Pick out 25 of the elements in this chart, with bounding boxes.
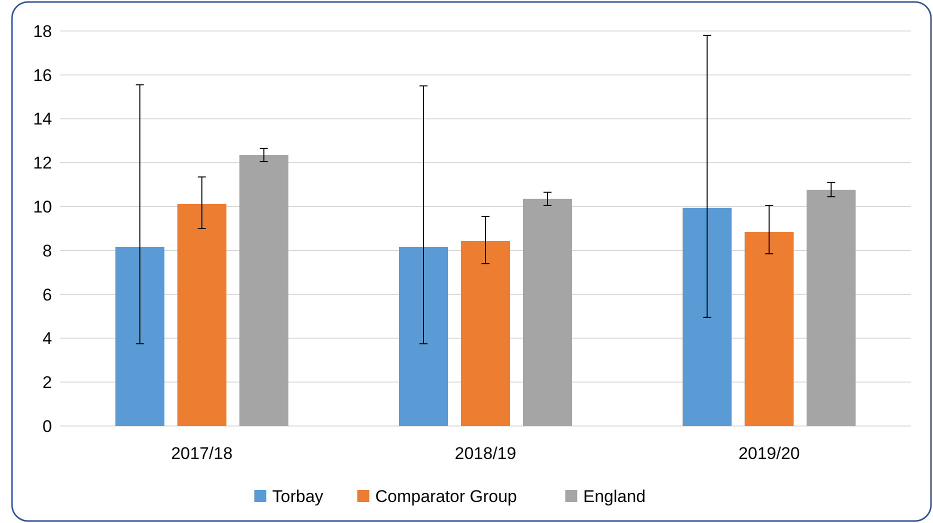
x-tick-label: 2019/20 (738, 444, 800, 463)
y-tick-label: 14 (33, 110, 52, 129)
legend-label: Torbay (272, 486, 324, 506)
x-tick-label: 2017/18 (171, 444, 233, 463)
bar (461, 241, 510, 426)
y-tick-label: 0 (42, 416, 52, 436)
legend-label: Comparator Group (375, 486, 517, 506)
x-tick-label: 2018/19 (454, 444, 516, 463)
y-tick-label: 10 (33, 198, 52, 217)
bar (744, 232, 794, 426)
y-tick-label: 6 (42, 285, 52, 304)
bar (115, 246, 164, 426)
y-tick-label: 4 (42, 329, 52, 348)
bar (806, 190, 856, 426)
y-tick-label: 12 (33, 154, 52, 173)
bar (682, 208, 732, 426)
bar (239, 154, 288, 426)
y-tick-label: 8 (42, 241, 52, 260)
y-tick-label: 16 (33, 66, 52, 85)
y-tick-label: 18 (33, 22, 52, 41)
bar (523, 198, 572, 426)
bar (399, 246, 448, 426)
legend-label: England (583, 486, 646, 506)
y-tick-label: 2 (42, 373, 52, 392)
bar (177, 204, 226, 426)
